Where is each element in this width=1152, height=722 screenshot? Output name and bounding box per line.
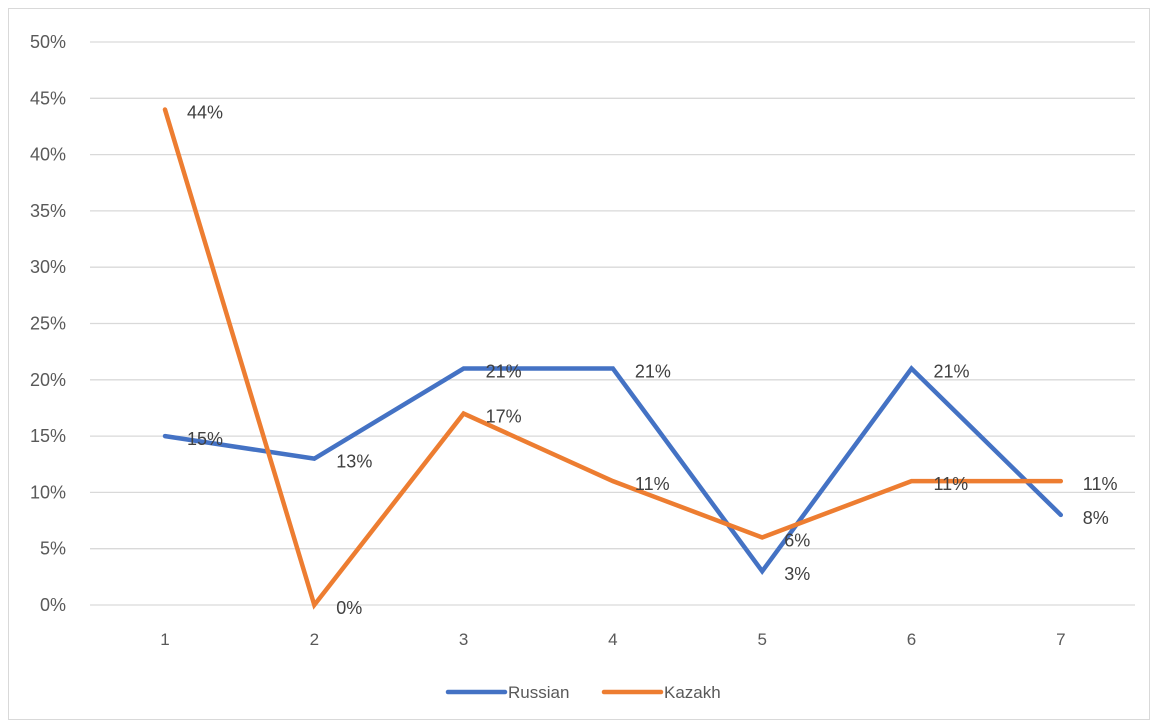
x-tick-label: 7: [1056, 630, 1065, 649]
chart-frame: [8, 8, 1150, 720]
data-label-kazakh: 6%: [784, 530, 810, 550]
gridlines: [90, 41, 1135, 606]
series-line-kazakh: [162, 107, 1064, 610]
data-label-kazakh: 0%: [336, 598, 362, 618]
data-label-russian: 21%: [635, 362, 671, 382]
x-tick-label: 6: [907, 630, 916, 649]
series-line-russian: [162, 365, 1064, 576]
x-axis-tick-labels: 1 2 3 4 5 6 7: [160, 630, 1065, 649]
x-tick-label: 3: [459, 630, 468, 649]
data-label-kazakh: 11%: [1083, 474, 1118, 494]
data-label-russian: 21%: [486, 362, 522, 382]
data-labels: 15% 13% 21% 21% 3% 21% 8% 44% 0% 17% 11% 6% 11% 11%: [187, 103, 1118, 618]
y-tick-label: 10%: [30, 482, 66, 502]
x-tick-label: 1: [160, 630, 169, 649]
legend: Russian Kazakh: [445, 683, 721, 702]
data-label-russian: 15%: [187, 429, 223, 449]
y-tick-label: 35%: [30, 201, 66, 221]
data-label-russian: 13%: [336, 452, 372, 472]
y-tick-label: 30%: [30, 257, 66, 277]
y-tick-label: 25%: [30, 314, 66, 334]
x-tick-label: 5: [757, 630, 766, 649]
y-axis-tick-labels: 0% 5% 10% 15% 20% 25% 30% 35% 40% 45% 50%: [30, 32, 66, 615]
y-tick-label: 40%: [30, 145, 66, 165]
y-tick-label: 45%: [30, 88, 66, 108]
y-tick-label: 50%: [30, 32, 66, 52]
data-label-kazakh: 44%: [187, 103, 223, 123]
data-label-kazakh: 11%: [934, 474, 969, 494]
legend-label-russian: Russian: [508, 683, 569, 702]
x-tick-label: 4: [608, 630, 617, 649]
y-tick-label: 5%: [40, 539, 66, 559]
y-tick-label: 20%: [30, 370, 66, 390]
x-tick-label: 2: [310, 630, 319, 649]
data-label-kazakh: 11%: [635, 474, 670, 494]
data-label-kazakh: 17%: [486, 407, 522, 427]
series-lines: [162, 107, 1064, 610]
data-label-russian: 8%: [1083, 508, 1109, 528]
y-tick-label: 15%: [30, 426, 66, 446]
data-label-russian: 3%: [784, 564, 810, 584]
legend-label-kazakh: Kazakh: [664, 683, 721, 702]
data-label-russian: 21%: [934, 362, 970, 382]
y-tick-label: 0%: [40, 595, 66, 615]
